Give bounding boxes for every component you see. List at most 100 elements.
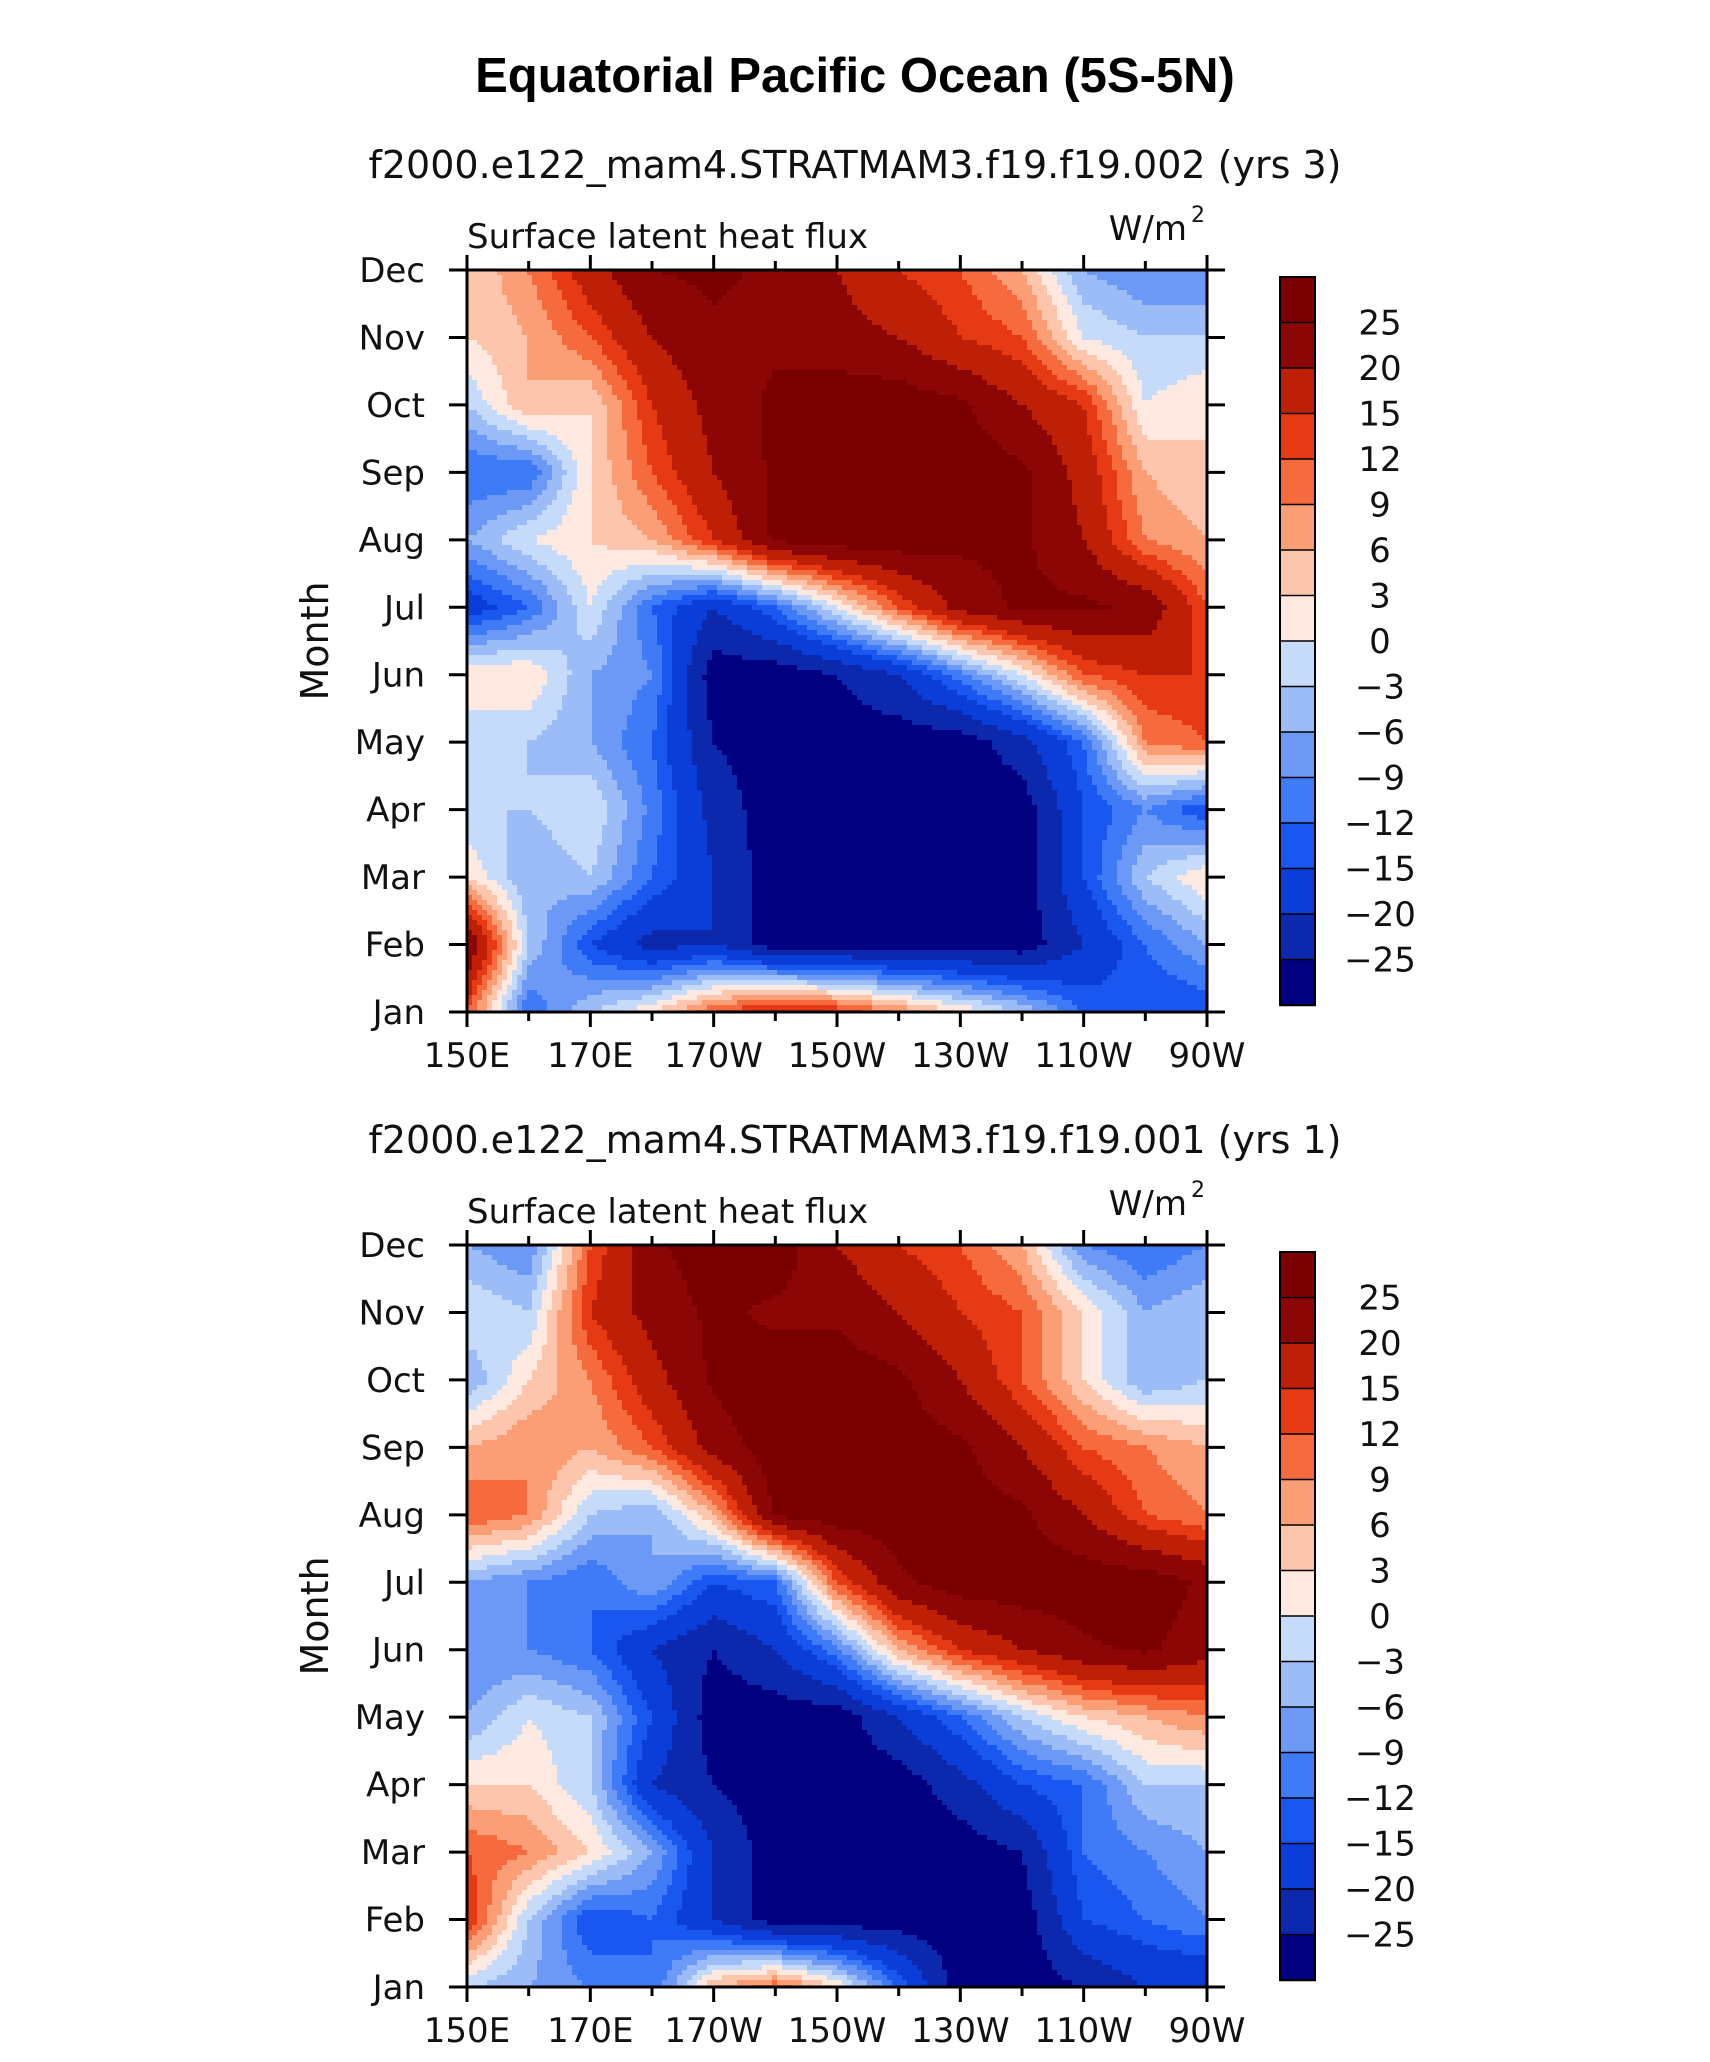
contour-cell <box>962 350 968 356</box>
contour-cell <box>767 335 773 341</box>
contour-cell <box>762 335 768 341</box>
contour-cell <box>717 365 723 371</box>
contour-cell <box>667 340 673 346</box>
contour-cell <box>937 275 943 281</box>
contour-cell <box>567 340 573 346</box>
contour-cell <box>777 305 783 311</box>
contour-cell <box>1032 395 1038 401</box>
contour-cell <box>852 305 858 311</box>
contour-cell <box>982 395 988 401</box>
contour-cell <box>842 275 848 281</box>
contour-cell <box>752 380 758 386</box>
contour-cell <box>512 360 518 366</box>
contour-cell <box>787 300 793 306</box>
contour-cell <box>722 315 728 321</box>
contour-cell <box>542 295 548 301</box>
contour-cell <box>867 320 873 326</box>
contour-cell <box>1187 370 1193 376</box>
contour-cell <box>1102 340 1108 346</box>
contour-cell <box>812 350 818 356</box>
contour-cell <box>987 365 993 371</box>
contour-cell <box>567 385 573 391</box>
contour-cell <box>562 360 568 366</box>
contour-cell <box>687 365 693 371</box>
contour-cell <box>1157 375 1163 381</box>
contour-cell <box>1012 385 1018 391</box>
contour-cell <box>707 290 713 296</box>
contour-cell <box>607 365 613 371</box>
contour-cell <box>922 275 928 281</box>
contour-cell <box>682 390 688 396</box>
contour-cell <box>642 365 648 371</box>
contour-cell <box>972 305 978 311</box>
contour-cell <box>662 355 668 361</box>
contour-cell <box>852 365 858 371</box>
contour-cell <box>1162 300 1168 306</box>
contour-cell <box>1062 395 1068 401</box>
contour-cell <box>1037 345 1043 351</box>
contour-cell <box>812 300 818 306</box>
contour-cell <box>952 275 958 281</box>
contour-cell <box>1127 355 1133 361</box>
contour-cell <box>917 305 923 311</box>
contour-cell <box>757 280 763 286</box>
contour-cell <box>902 310 908 316</box>
contour-cell <box>1072 285 1078 291</box>
contour-cell <box>1057 335 1063 341</box>
contour-cell <box>922 385 928 391</box>
contour-cell <box>752 330 758 336</box>
contour-cell <box>637 355 643 361</box>
contour-cell <box>1042 310 1048 316</box>
contour-cell <box>787 365 793 371</box>
contour-cell <box>737 330 743 336</box>
contour-cell <box>1067 360 1073 366</box>
contour-cell <box>1017 305 1023 311</box>
contour-cell <box>822 280 828 286</box>
contour-cell <box>1147 340 1153 346</box>
contour-cell <box>852 385 858 391</box>
contour-cell <box>677 310 683 316</box>
contour-cell <box>1107 325 1113 331</box>
contour-cell <box>692 295 698 301</box>
contour-cell <box>1017 320 1023 326</box>
contour-cell <box>822 305 828 311</box>
contour-cell <box>602 400 608 406</box>
contour-cell <box>727 350 733 356</box>
contour-cell <box>547 390 553 396</box>
contour-cell <box>522 275 528 281</box>
contour-cell <box>882 390 888 396</box>
contour-cell <box>852 350 858 356</box>
contour-cell <box>917 300 923 306</box>
contour-cell <box>607 305 613 311</box>
contour-cell <box>697 400 703 406</box>
contour-cell <box>1107 290 1113 296</box>
contour-cell <box>517 385 523 391</box>
contour-cell <box>872 290 878 296</box>
contour-cell <box>1042 390 1048 396</box>
contour-cell <box>857 300 863 306</box>
contour-cell <box>792 330 798 336</box>
contour-cell <box>1072 315 1078 321</box>
contour-cell <box>1087 305 1093 311</box>
contour-cell <box>1182 380 1188 386</box>
contour-cell <box>1107 355 1113 361</box>
contour-cell <box>927 335 933 341</box>
contour-cell <box>572 320 578 326</box>
contour-cell <box>507 330 513 336</box>
contour-cell <box>847 360 853 366</box>
contour-cell <box>952 325 958 331</box>
contour-cell <box>477 320 483 326</box>
contour-cell <box>882 380 888 386</box>
contour-cell <box>962 385 968 391</box>
contour-cell <box>1132 365 1138 371</box>
contour-cell <box>537 290 543 296</box>
contour-cell <box>872 385 878 391</box>
contour-cell <box>1112 380 1118 386</box>
contour-cell <box>992 375 998 381</box>
contour-cell <box>617 285 623 291</box>
contour-cell <box>482 290 488 296</box>
contour-cell <box>817 395 823 401</box>
contour-cell <box>832 315 838 321</box>
contour-cell <box>1117 325 1123 331</box>
contour-cell <box>762 385 768 391</box>
